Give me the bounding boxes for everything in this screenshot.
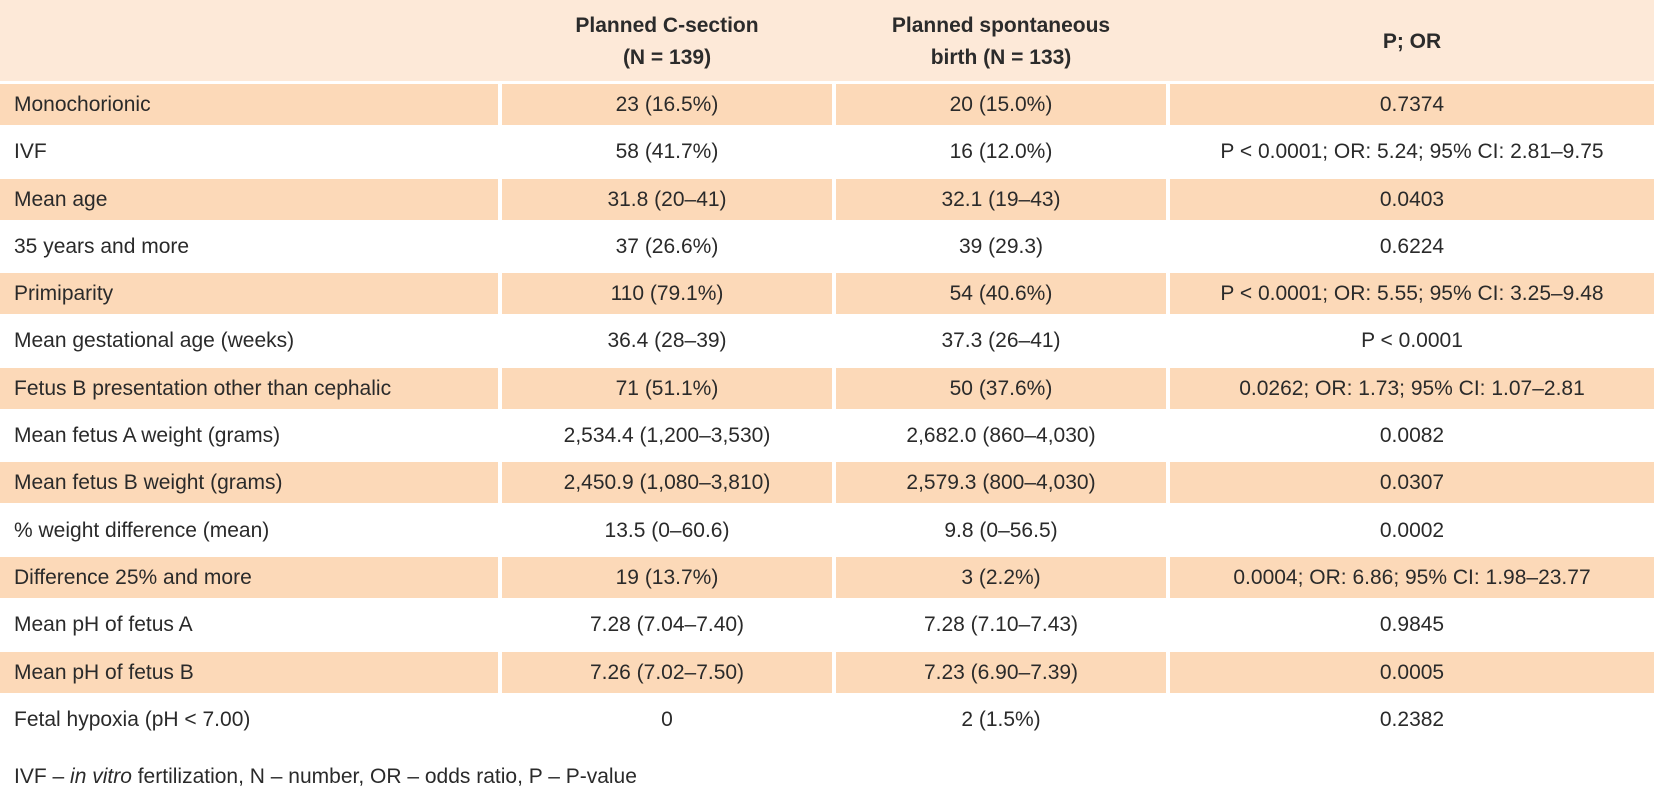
row-label: Fetus B presentation other than cephalic xyxy=(0,367,498,409)
cell-spontaneous: 3 (2.2%) xyxy=(836,556,1166,598)
cell-spontaneous: 7.28 (7.10–7.43) xyxy=(923,613,1079,637)
cell-spontaneous: 20 (15.0%) xyxy=(836,84,1166,125)
cell-c-section: 23 (16.5%) xyxy=(502,84,832,125)
row-label: Mean pH of fetus B xyxy=(0,651,498,693)
table-row: Difference 25% and more 19 (13.7%) 3 (2.2%… xyxy=(0,554,1654,601)
table-row: Mean pH of fetus A 7.28 (7.04–7.40) 7.28 (… xyxy=(0,601,1654,648)
cell-c-section: 58 (41.7%) xyxy=(615,140,719,164)
table-row: % weight difference (mean) 13.5 (0–60.6) 9… xyxy=(0,507,1654,554)
cell-c-section: 19 (13.7%) xyxy=(502,556,832,598)
cell-spontaneous: 39 (29.3) xyxy=(958,234,1044,258)
row-label: Difference 25% and more xyxy=(0,556,498,598)
row-label: IVF xyxy=(14,140,47,164)
footnote-italic: in vitro xyxy=(70,765,132,788)
cell-spontaneous: 9.8 (0–56.5) xyxy=(944,518,1058,542)
cell-p-or: 0.0002 xyxy=(1379,518,1445,542)
row-label: % weight difference (mean) xyxy=(14,518,270,542)
table-row: Fetal hypoxia (pH < 7.00) 0 2 (1.5%) 0.2382 xyxy=(0,696,1654,743)
cell-c-section: 2,450.9 (1,080–3,810) xyxy=(502,462,832,504)
table-row: Mean age 31.8 (20–41) 32.1 (19–43) 0.0403 xyxy=(0,176,1654,223)
cell-p-or: 0.0403 xyxy=(1170,178,1654,220)
row-label: Mean gestational age (weeks) xyxy=(14,329,295,353)
header-planned-c-section: Planned C-section (N = 139) xyxy=(502,10,832,74)
table-footnote: IVF – in vitro fertilization, N – number… xyxy=(14,762,637,792)
table-row: Monochorionic 23 (16.5%) 20 (15.0%) 0.7374 xyxy=(0,81,1654,128)
cell-c-section: 0 xyxy=(661,707,673,731)
table-row: 35 years and more 37 (26.6%) 39 (29.3) 0.62… xyxy=(0,223,1654,270)
table-row: Mean pH of fetus B 7.26 (7.02–7.50) 7.23 (… xyxy=(0,649,1654,696)
cell-p-or: 0.0307 xyxy=(1170,462,1654,504)
cell-spontaneous: 2,682.0 (860–4,030) xyxy=(906,424,1096,448)
cell-p-or: 0.0005 xyxy=(1170,651,1654,693)
cell-spontaneous: 37.3 (26–41) xyxy=(941,329,1061,353)
table-row: Mean fetus A weight (grams) 2,534.4 (1,20… xyxy=(0,412,1654,459)
header-p-or: P; OR xyxy=(1170,26,1654,58)
footnote-suffix: fertilization, N – number, OR – odds rat… xyxy=(131,765,637,788)
row-label: Monochorionic xyxy=(0,84,498,125)
cell-spontaneous: 2,579.3 (800–4,030) xyxy=(836,462,1166,504)
cell-c-section: 37 (26.6%) xyxy=(615,234,719,258)
table-body: Monochorionic 23 (16.5%) 20 (15.0%) 0.7374 I… xyxy=(0,81,1654,743)
table-row: Primiparity 110 (79.1%) 54 (40.6%) P < 0.00… xyxy=(0,270,1654,317)
table-header: Planned C-section (N = 139) Planned spon… xyxy=(0,0,1654,81)
header-spontaneous-title: Planned spontaneous xyxy=(891,14,1111,37)
cell-c-section: 110 (79.1%) xyxy=(502,273,832,315)
row-label: 35 years and more xyxy=(14,234,190,258)
table-row: Mean gestational age (weeks) 36.4 (28–39)… xyxy=(0,317,1654,364)
cell-spontaneous: 16 (12.0%) xyxy=(949,140,1053,164)
cell-p-or: P < 0.0001; OR: 5.24; 95% CI: 2.81–9.75 xyxy=(1220,140,1604,164)
footnote-prefix: IVF – xyxy=(14,765,71,788)
cell-c-section: 7.26 (7.02–7.50) xyxy=(502,651,832,693)
cell-p-or: 0.9845 xyxy=(1379,613,1445,637)
row-label: Mean pH of fetus A xyxy=(14,613,193,637)
row-label: Primiparity xyxy=(0,273,498,315)
cell-spontaneous: 54 (40.6%) xyxy=(836,273,1166,315)
row-label: Fetal hypoxia (pH < 7.00) xyxy=(14,707,251,731)
cell-p-or: P < 0.0001 xyxy=(1361,329,1463,353)
row-label: Mean fetus B weight (grams) xyxy=(0,462,498,504)
cell-p-or: 0.7374 xyxy=(1170,84,1654,125)
cell-p-or: 0.0004; OR: 6.86; 95% CI: 1.98–23.77 xyxy=(1170,556,1654,598)
cell-p-or: P < 0.0001; OR: 5.55; 95% CI: 3.25–9.48 xyxy=(1170,273,1654,315)
cell-p-or: 0.0262; OR: 1.73; 95% CI: 1.07–2.81 xyxy=(1170,367,1654,409)
cell-p-or: 0.0082 xyxy=(1379,424,1445,448)
cell-c-section: 31.8 (20–41) xyxy=(502,178,832,220)
cell-c-section: 7.28 (7.04–7.40) xyxy=(589,613,745,637)
cell-spontaneous: 2 (1.5%) xyxy=(961,707,1041,731)
cell-spontaneous: 7.23 (6.90–7.39) xyxy=(836,651,1166,693)
table-row: IVF 58 (41.7%) 16 (12.0%) P < 0.0001; OR: 5… xyxy=(0,128,1654,175)
header-spontaneous-count: birth (N = 133) xyxy=(930,46,1072,69)
cell-p-or: 0.2382 xyxy=(1379,707,1445,731)
cell-c-section: 13.5 (0–60.6) xyxy=(604,518,730,542)
row-label: Mean fetus A weight (grams) xyxy=(14,424,281,448)
header-p-or-label: P; OR xyxy=(1382,30,1442,53)
header-planned-spontaneous-birth: Planned spontaneous birth (N = 133) xyxy=(836,10,1166,74)
cell-spontaneous: 50 (37.6%) xyxy=(836,367,1166,409)
cell-spontaneous: 32.1 (19–43) xyxy=(836,178,1166,220)
header-c-section-title: Planned C-section xyxy=(575,14,759,37)
header-c-section-count: (N = 139) xyxy=(622,46,712,69)
row-label: Mean age xyxy=(0,178,498,220)
cell-c-section: 36.4 (28–39) xyxy=(607,329,727,353)
table-row: Mean fetus B weight (grams) 2,450.9 (1,08… xyxy=(0,459,1654,506)
cell-c-section: 2,534.4 (1,200–3,530) xyxy=(563,424,771,448)
table-row: Fetus B presentation other than cephalic… xyxy=(0,365,1654,412)
cell-c-section: 71 (51.1%) xyxy=(502,367,832,409)
cell-p-or: 0.6224 xyxy=(1379,234,1445,258)
